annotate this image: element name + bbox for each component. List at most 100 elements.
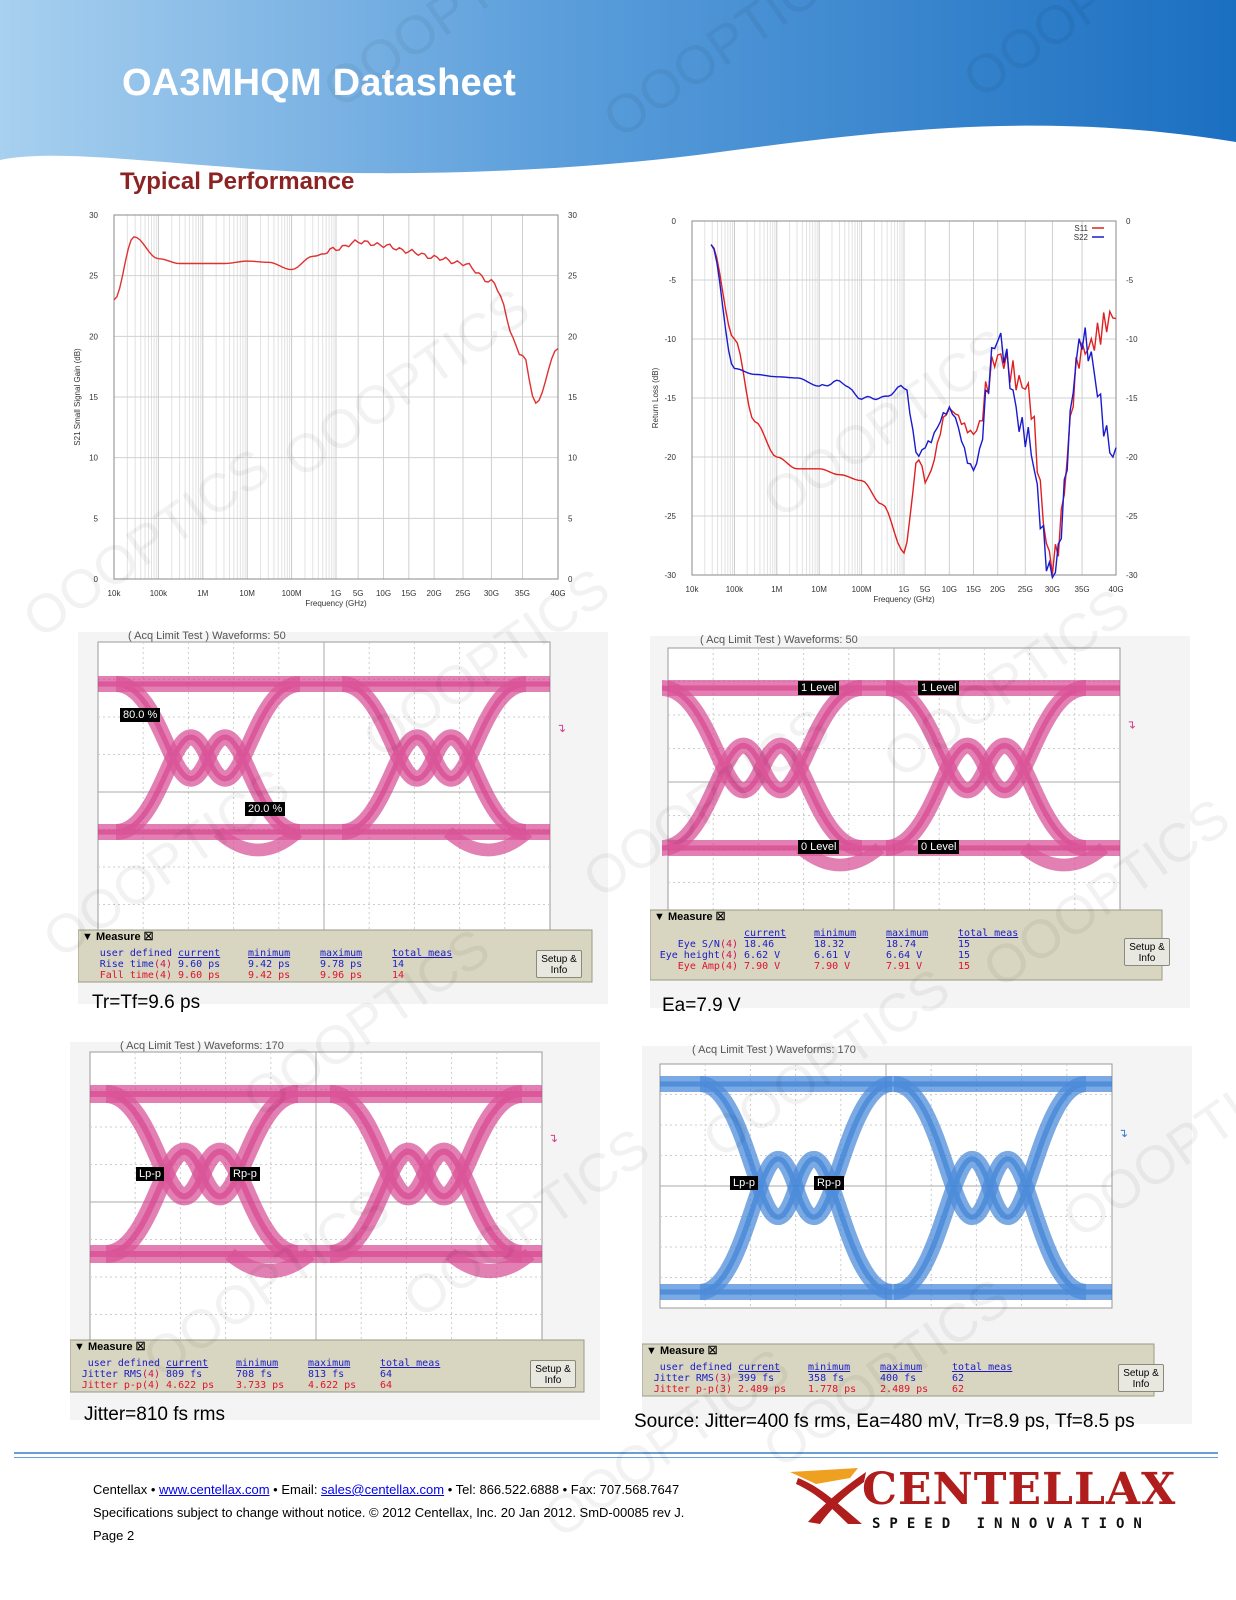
eye-band bbox=[225, 1248, 315, 1279]
y-tick-label: 30 bbox=[568, 211, 577, 220]
measure-tab[interactable]: ▼ Measure ☒ bbox=[646, 1345, 718, 1357]
x-tick-label: 30G bbox=[484, 589, 499, 598]
eye-band bbox=[213, 827, 303, 857]
acq-label: ( Acq Limit Test ) Waveforms: 170 bbox=[120, 1040, 284, 1052]
email-link[interactable]: sales@centellax.com bbox=[321, 1482, 445, 1497]
y-tick-label: 20 bbox=[89, 332, 98, 341]
x-tick-label: 15G bbox=[401, 589, 416, 598]
marker-0-level: 0 Level bbox=[798, 840, 840, 854]
marker-rpp: Rp-p bbox=[814, 1176, 844, 1190]
x-tick-label: 20G bbox=[990, 585, 1005, 594]
acq-label: ( Acq Limit Test ) Waveforms: 50 bbox=[128, 630, 286, 642]
x-axis-label: Frequency (GHz) bbox=[873, 595, 935, 604]
y-tick-label: -15 bbox=[1126, 394, 1138, 403]
series-line-s22 bbox=[710, 244, 1117, 580]
y-tick-label: 0 bbox=[1126, 217, 1131, 226]
series-line-s21 bbox=[113, 236, 559, 405]
x-axis-label: Frequency (GHz) bbox=[305, 599, 367, 608]
setup-info-button[interactable]: Setup & Info bbox=[530, 1360, 576, 1388]
eye-core bbox=[893, 1081, 1087, 1295]
return-loss-chart: 0 0 -5 -5 -10 -10 -15 -15 -20 -20 -25 -25 -30 -30 10k 1… bbox=[651, 217, 1138, 604]
marker-0-level: 0 Level bbox=[918, 840, 960, 854]
website-link[interactable]: www.centellax.com bbox=[158, 1482, 270, 1497]
trigger-arrow-icon: ↴ bbox=[556, 721, 566, 735]
x-tick-label: 10G bbox=[376, 589, 391, 598]
eye-band bbox=[443, 827, 533, 857]
return-loss-chart-panel: 0 0 -5 -5 -10 -10 -15 -15 -20 -20 -25 -25 -30 -30 10k 1… bbox=[651, 205, 1212, 615]
eye-band bbox=[445, 1248, 535, 1279]
marker-80-percent: 80.0 % bbox=[120, 708, 161, 722]
eye-trace bbox=[660, 680, 1120, 872]
measure-row: Fall time(4) 9.60 ps 9.42 ps 9.96 ps 14 bbox=[99, 970, 405, 981]
x-tick-label: 20G bbox=[427, 589, 442, 598]
x-tick-label: 35G bbox=[515, 589, 530, 598]
setup-info-button[interactable]: Setup & Info bbox=[1118, 1364, 1164, 1392]
header-band bbox=[0, 0, 1236, 174]
y-tick-label: -20 bbox=[664, 453, 676, 462]
setup-info-button[interactable]: Setup & Info bbox=[1124, 938, 1170, 966]
y-tick-label: -30 bbox=[1126, 571, 1138, 580]
caption-eye-amplitude: Ea=7.9 V bbox=[662, 995, 741, 1016]
y-axis-label: Return Loss (dB) bbox=[652, 367, 660, 428]
y-tick-label: -25 bbox=[1126, 512, 1138, 521]
x-tick-label: 1M bbox=[197, 589, 208, 598]
x-tick-label: 30G bbox=[1045, 585, 1060, 594]
y-tick-label: 25 bbox=[568, 272, 577, 281]
eye-band bbox=[1019, 842, 1109, 872]
x-tick-label: 25G bbox=[1018, 585, 1033, 594]
setup-info-button[interactable]: Setup & Info bbox=[536, 950, 582, 978]
acq-label: ( Acq Limit Test ) Waveforms: 170 bbox=[692, 1044, 856, 1056]
x-tick-label: 40G bbox=[550, 589, 565, 598]
measure-panel bbox=[78, 929, 593, 983]
eye-diagram: ↴ bbox=[78, 632, 608, 1004]
x-tick-label: 1G bbox=[331, 589, 342, 598]
measure-tab[interactable]: ▼ Measure ☒ bbox=[654, 911, 726, 923]
measure-row: Jitter RMS(4) 809 fs 708 fs 813 fs 64 bbox=[81, 1369, 393, 1380]
centellax-logo-mark bbox=[790, 1468, 866, 1524]
x-tick-label: 25G bbox=[455, 589, 470, 598]
measure-tab[interactable]: ▼ Measure ☒ bbox=[74, 1341, 146, 1353]
section-heading: Typical Performance bbox=[120, 168, 355, 195]
x-tick-label: 10k bbox=[686, 585, 700, 594]
x-tick-label: 10k bbox=[108, 589, 122, 598]
scope-jitter-dut: ↴ ( Acq Limit Test ) Waveforms: 170 Lp-p… bbox=[70, 1040, 600, 1420]
y-tick-label: -5 bbox=[669, 276, 677, 285]
x-tick-label: 100k bbox=[726, 585, 744, 594]
measure-row: Rise time(4) 9.60 ps 9.42 ps 9.78 ps 14 bbox=[99, 959, 405, 970]
y-tick-label: -10 bbox=[1126, 335, 1138, 344]
marker-1-level: 1 Level bbox=[918, 681, 960, 695]
measure-table: current minimum maximum total meas Eye S/N(… bbox=[654, 928, 1028, 972]
eye-core bbox=[105, 1091, 299, 1257]
x-tick-label: 100k bbox=[150, 589, 168, 598]
y-tick-label: 30 bbox=[89, 211, 98, 220]
measure-tab[interactable]: ▼ Measure ☒ bbox=[82, 931, 154, 943]
page-number: Page 2 bbox=[93, 1528, 135, 1543]
scope-eye-amplitude: ↴ ( Acq Limit Test ) Waveforms: 50 1 Lev… bbox=[650, 634, 1190, 1008]
eye-core bbox=[699, 1081, 893, 1295]
marker-lpp: Lp-p bbox=[136, 1167, 165, 1181]
y-tick-label: 0 bbox=[568, 575, 573, 584]
y-tick-label: -10 bbox=[664, 335, 676, 344]
measure-table: user defined current minimum maximum total … bbox=[76, 1358, 450, 1391]
x-tick-label: 1G bbox=[899, 585, 910, 594]
eye-trace bbox=[660, 1076, 1112, 1300]
eye-diagram: ↴ bbox=[642, 1046, 1192, 1424]
plot-frame bbox=[113, 214, 559, 580]
y-tick-label: 0 bbox=[672, 217, 677, 226]
marker-lpp: Lp-p bbox=[730, 1176, 759, 1190]
y-tick-label: -30 bbox=[664, 571, 676, 580]
y-tick-label: -5 bbox=[1126, 276, 1134, 285]
x-tick-label: 10M bbox=[239, 589, 255, 598]
measure-panel bbox=[642, 1343, 1155, 1397]
gain-chart: 0 0 5 5 10 10 15 15 20 20 25 25 30 30 10k 100k 1M 10M 100M… bbox=[73, 211, 577, 608]
x-tick-label: 15G bbox=[966, 585, 981, 594]
marker-1-level: 1 Level bbox=[798, 681, 840, 695]
y-tick-label: -20 bbox=[1126, 453, 1138, 462]
measure-row: Jitter p-p(4) 4.622 ps 3.733 ps 4.622 ps 64 bbox=[81, 1380, 393, 1391]
caption-jitter-source: Source: Jitter=400 fs rms, Ea=480 mV, Tr… bbox=[634, 1411, 1135, 1432]
plot-frame bbox=[691, 220, 1117, 576]
x-tick-label: 40G bbox=[1108, 585, 1123, 594]
grid bbox=[691, 220, 1117, 576]
logo-wordmark: CENTELLAX bbox=[862, 1464, 1177, 1515]
x-tick-label: 5G bbox=[920, 585, 931, 594]
